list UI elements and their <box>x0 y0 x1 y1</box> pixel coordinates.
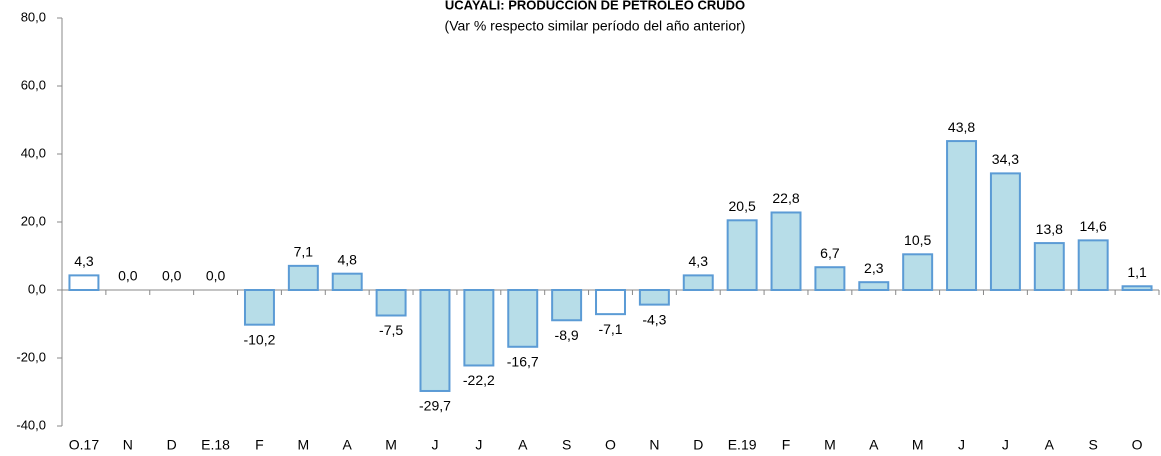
bar <box>507 289 539 348</box>
x-tick-label: J <box>431 437 438 453</box>
x-tick-label: N <box>123 437 133 453</box>
x-tick-label: O <box>1132 437 1143 453</box>
y-tick-label: 20,0 <box>21 213 46 228</box>
bar <box>858 281 890 291</box>
x-tick-label: O <box>605 437 616 453</box>
y-tick-label: 40,0 <box>21 145 46 160</box>
value-label: 14,6 <box>1080 218 1107 234</box>
x-tick-label: D <box>693 437 703 453</box>
y-tick-label: 80,0 <box>21 9 46 24</box>
bar <box>946 140 978 291</box>
bar <box>989 172 1021 292</box>
bar <box>551 289 583 322</box>
value-label: 4,3 <box>74 253 94 269</box>
value-label: 34,3 <box>992 151 1019 167</box>
y-tick-label: -20,0 <box>16 349 46 364</box>
value-label: 22,8 <box>772 190 799 206</box>
value-label: 20,5 <box>729 198 756 214</box>
x-tick-label: A <box>1045 437 1055 453</box>
x-tick-label: F <box>782 437 791 453</box>
bar <box>595 289 626 316</box>
value-label: 0,0 <box>206 268 226 284</box>
bar <box>68 274 100 292</box>
value-label: 43,8 <box>948 119 975 135</box>
x-tick-label: E.18 <box>201 437 230 453</box>
value-label: 0,0 <box>162 268 182 284</box>
value-label: 0,0 <box>118 268 138 284</box>
value-label: 6,7 <box>820 245 840 261</box>
y-tick-label: 0,0 <box>28 281 46 296</box>
x-tick-label: O.17 <box>69 437 100 453</box>
x-tick-label: A <box>869 437 879 453</box>
bar <box>638 289 670 306</box>
y-tick-label: -40,0 <box>16 417 46 432</box>
value-label: 10,5 <box>904 232 931 248</box>
x-tick-label: A <box>518 437 528 453</box>
value-label: -16,7 <box>507 353 539 369</box>
x-tick-label: M <box>824 437 836 453</box>
x-tick-label: D <box>167 437 177 453</box>
value-label: 13,8 <box>1036 221 1063 237</box>
x-tick-label: M <box>385 437 397 453</box>
value-label: -10,2 <box>243 331 275 347</box>
x-tick-label: J <box>958 437 965 453</box>
value-label: -22,2 <box>463 372 495 388</box>
value-label: -7,5 <box>379 322 403 338</box>
x-tick-label: S <box>1089 437 1098 453</box>
x-tick-label: A <box>343 437 353 453</box>
value-label: -4,3 <box>642 311 666 327</box>
x-tick-label: E.19 <box>728 437 757 453</box>
bar <box>726 219 758 291</box>
value-label: -29,7 <box>419 398 451 414</box>
value-label: 7,1 <box>294 244 314 260</box>
x-tick-label: N <box>649 437 659 453</box>
bar <box>1033 242 1065 291</box>
chart-subtitle: (Var % respecto similar período del año … <box>445 18 746 34</box>
bar <box>331 272 363 291</box>
bar <box>419 289 451 392</box>
bar <box>902 253 934 292</box>
x-tick-label: J <box>475 437 482 453</box>
value-label: 4,3 <box>689 253 709 269</box>
value-label: 2,3 <box>864 260 884 276</box>
x-tick-label: M <box>912 437 924 453</box>
x-tick-label: J <box>1002 437 1009 453</box>
bar <box>682 274 714 292</box>
bar <box>1121 285 1153 292</box>
x-tick-label: S <box>562 437 571 453</box>
y-tick-label: 60,0 <box>21 77 46 92</box>
chart-title: UCAYALI: PRODUCCIÓN DE PETRÓLEO CRUDO <box>445 0 745 12</box>
bar <box>1077 239 1109 291</box>
value-label: 4,8 <box>337 251 357 267</box>
x-tick-label: F <box>255 437 264 453</box>
value-label: -7,1 <box>598 321 622 337</box>
bar <box>243 289 275 326</box>
value-label: 1,1 <box>1127 264 1147 280</box>
bar <box>463 289 495 367</box>
bar <box>375 289 407 317</box>
value-label: -8,9 <box>555 327 579 343</box>
bar <box>814 266 846 292</box>
bar <box>770 211 802 291</box>
bar <box>287 264 319 291</box>
x-tick-label: M <box>298 437 310 453</box>
